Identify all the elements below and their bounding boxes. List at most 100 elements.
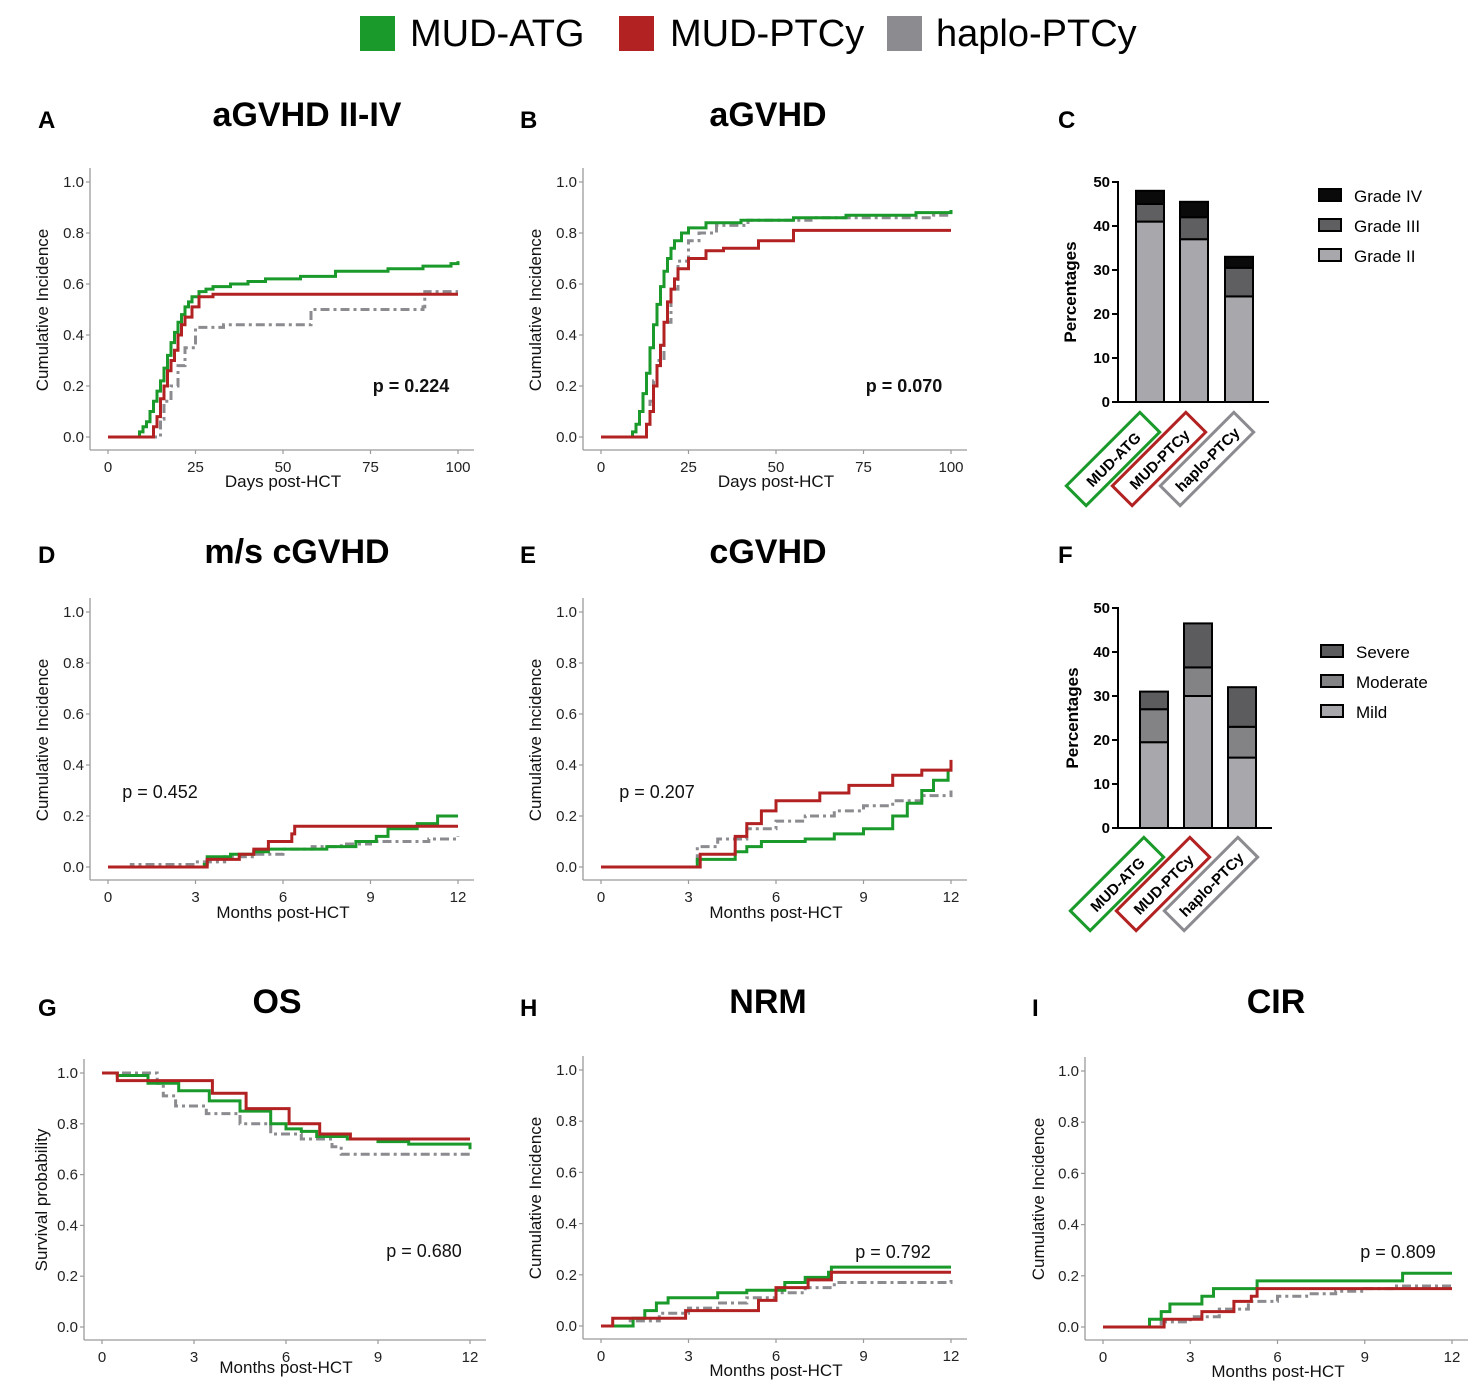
y-tick-label: 0.0 <box>556 859 577 876</box>
category-box <box>1114 835 1212 933</box>
bar-mud-ptcy-severe <box>1183 622 1213 669</box>
y-tick-label: 0.8 <box>63 225 84 242</box>
x-tick-label: 6 <box>282 1349 290 1366</box>
bar-haplo-ptcy-mild <box>1227 756 1257 829</box>
x-tick-label: 3 <box>684 889 692 906</box>
panel-letter-g: G <box>38 995 57 1022</box>
legend-swatch-moderate <box>1320 674 1344 688</box>
panel-i: I CIR 0.0 0.2 0.4 0.6 0.8 1.0 0 3 6 9 12 Months post-… <box>1029 983 1468 1381</box>
y-tick-label: 0.2 <box>556 808 577 825</box>
y-tick-label: 0.4 <box>556 327 577 344</box>
x-tick-label: 0 <box>1099 1349 1107 1366</box>
panel-title-g: OS <box>252 983 301 1021</box>
y-tick-label: 0.2 <box>556 378 577 395</box>
series-line-mud-atg <box>108 261 460 439</box>
series-line-mud-ptcy <box>102 1071 470 1141</box>
category-box <box>1110 410 1208 508</box>
p-value: p = 0.680 <box>386 1241 462 1261</box>
y-tick-label: 0.6 <box>556 276 577 293</box>
x-tick-label: 6 <box>772 1348 780 1365</box>
panel-letter-h: H <box>520 995 537 1022</box>
y-tick-label: 50 <box>1093 600 1110 617</box>
legend-swatch-severe <box>1320 644 1344 658</box>
bar-mud-atg-severe <box>1139 690 1169 711</box>
series-line-haplo-ptcy <box>102 1071 470 1156</box>
series-line-mud-atg <box>601 210 953 439</box>
x-tick-label: 9 <box>366 889 374 906</box>
y-tick-label: 0 <box>1102 394 1110 411</box>
legend-swatch-mud-ptcy <box>619 16 654 51</box>
x-tick-label: 75 <box>362 459 379 476</box>
bar-mud-ptcy-moderate <box>1183 666 1213 698</box>
y-tick-label: 0.4 <box>1058 1217 1079 1234</box>
y-axis-label: Cumulative Incidence <box>526 1117 545 1280</box>
x-tick-label: 0 <box>104 889 112 906</box>
y-tick-label: 0.6 <box>556 706 577 723</box>
bar-mud-ptcy-grade-iii <box>1179 216 1209 241</box>
y-tick-label: 0.0 <box>63 859 84 876</box>
y-tick-label: 0.0 <box>556 1318 577 1335</box>
y-tick-label: 0.4 <box>63 327 84 344</box>
y-tick-label: 0.0 <box>1058 1319 1079 1336</box>
x-tick-label: 6 <box>772 889 780 906</box>
panel-h: H NRM 0.0 0.2 0.4 0.6 0.8 1.0 0 3 6 9 12 Months post-… <box>520 983 967 1380</box>
bar-mud-atg-grade-iii <box>1135 203 1165 223</box>
y-tick-label: 0.2 <box>1058 1268 1079 1285</box>
panel-title-b: aGVHD <box>709 96 826 134</box>
y-tick-label: 0.6 <box>1058 1165 1079 1182</box>
legend-swatch-haplo-ptcy <box>887 16 922 51</box>
x-tick-label: 25 <box>187 459 204 476</box>
panel-title-d: m/s cGVHD <box>204 533 389 571</box>
legend: MUD-ATG MUD-PTCy haplo-PTCy <box>360 13 1137 55</box>
series-line-mud-atg <box>1103 1271 1452 1329</box>
legend-label-grade-iii: Grade III <box>1354 217 1420 236</box>
bar-mud-ptcy-mild <box>1183 695 1213 829</box>
x-tick-label: 12 <box>450 889 467 906</box>
series-line-haplo-ptcy <box>601 212 953 439</box>
y-tick-label: 0.0 <box>63 429 84 446</box>
x-tick-label: 100 <box>445 459 470 476</box>
x-tick-label: 75 <box>855 459 872 476</box>
legend-label-mild: Mild <box>1356 703 1387 722</box>
x-tick-label: 0 <box>597 889 605 906</box>
y-tick-label: 0.4 <box>556 1216 577 1233</box>
x-tick-label: 12 <box>943 1348 960 1365</box>
y-tick-label: 20 <box>1093 306 1110 323</box>
y-tick-label: 0.8 <box>57 1116 78 1133</box>
y-tick-label: 1.0 <box>556 1062 577 1079</box>
legend-label-moderate: Moderate <box>1356 673 1428 692</box>
legend-label-haplo-ptcy: haplo-PTCy <box>936 13 1137 55</box>
x-axis-label: Months post-HCT <box>709 903 842 922</box>
bar-haplo-ptcy-grade-ii <box>1224 295 1254 403</box>
y-tick-label: 0.2 <box>63 808 84 825</box>
series-line-mud-ptcy <box>108 292 458 439</box>
x-axis-label: Months post-HCT <box>1211 1362 1344 1381</box>
panel-letter-a: A <box>38 107 55 134</box>
x-axis-label: Months post-HCT <box>219 1358 352 1377</box>
bar-haplo-ptcy-grade-iii <box>1224 266 1254 298</box>
x-tick-label: 9 <box>374 1349 382 1366</box>
p-value: p = 0.792 <box>855 1242 931 1262</box>
bar-mud-ptcy-grade-iv <box>1179 200 1209 219</box>
x-tick-label: 6 <box>1273 1349 1281 1366</box>
legend-swatch-grade-ii <box>1318 248 1342 262</box>
panel-title-i: CIR <box>1247 983 1306 1021</box>
bar-haplo-ptcy-grade-iv <box>1224 255 1254 269</box>
series-line-mud-ptcy <box>601 228 951 439</box>
panel-letter-b: B <box>520 107 537 134</box>
y-tick-label: 0.6 <box>556 1164 577 1181</box>
x-tick-label: 0 <box>98 1349 106 1366</box>
bar-mud-atg-moderate <box>1139 708 1169 744</box>
x-tick-label: 3 <box>191 889 199 906</box>
y-tick-label: 1.0 <box>556 604 577 621</box>
p-value: p = 0.207 <box>619 782 695 802</box>
panel-g: G OS 0.0 0.2 0.4 0.6 0.8 1.0 0 3 6 9 12 Months post-H… <box>32 983 486 1377</box>
y-tick-label: 0.8 <box>1058 1114 1079 1131</box>
bar-mud-ptcy-grade-ii <box>1179 238 1209 403</box>
x-tick-label: 12 <box>943 889 960 906</box>
panel-title-a: aGVHD II-IV <box>213 96 402 134</box>
category-box <box>1162 835 1260 933</box>
y-tick-label: 20 <box>1093 732 1110 749</box>
